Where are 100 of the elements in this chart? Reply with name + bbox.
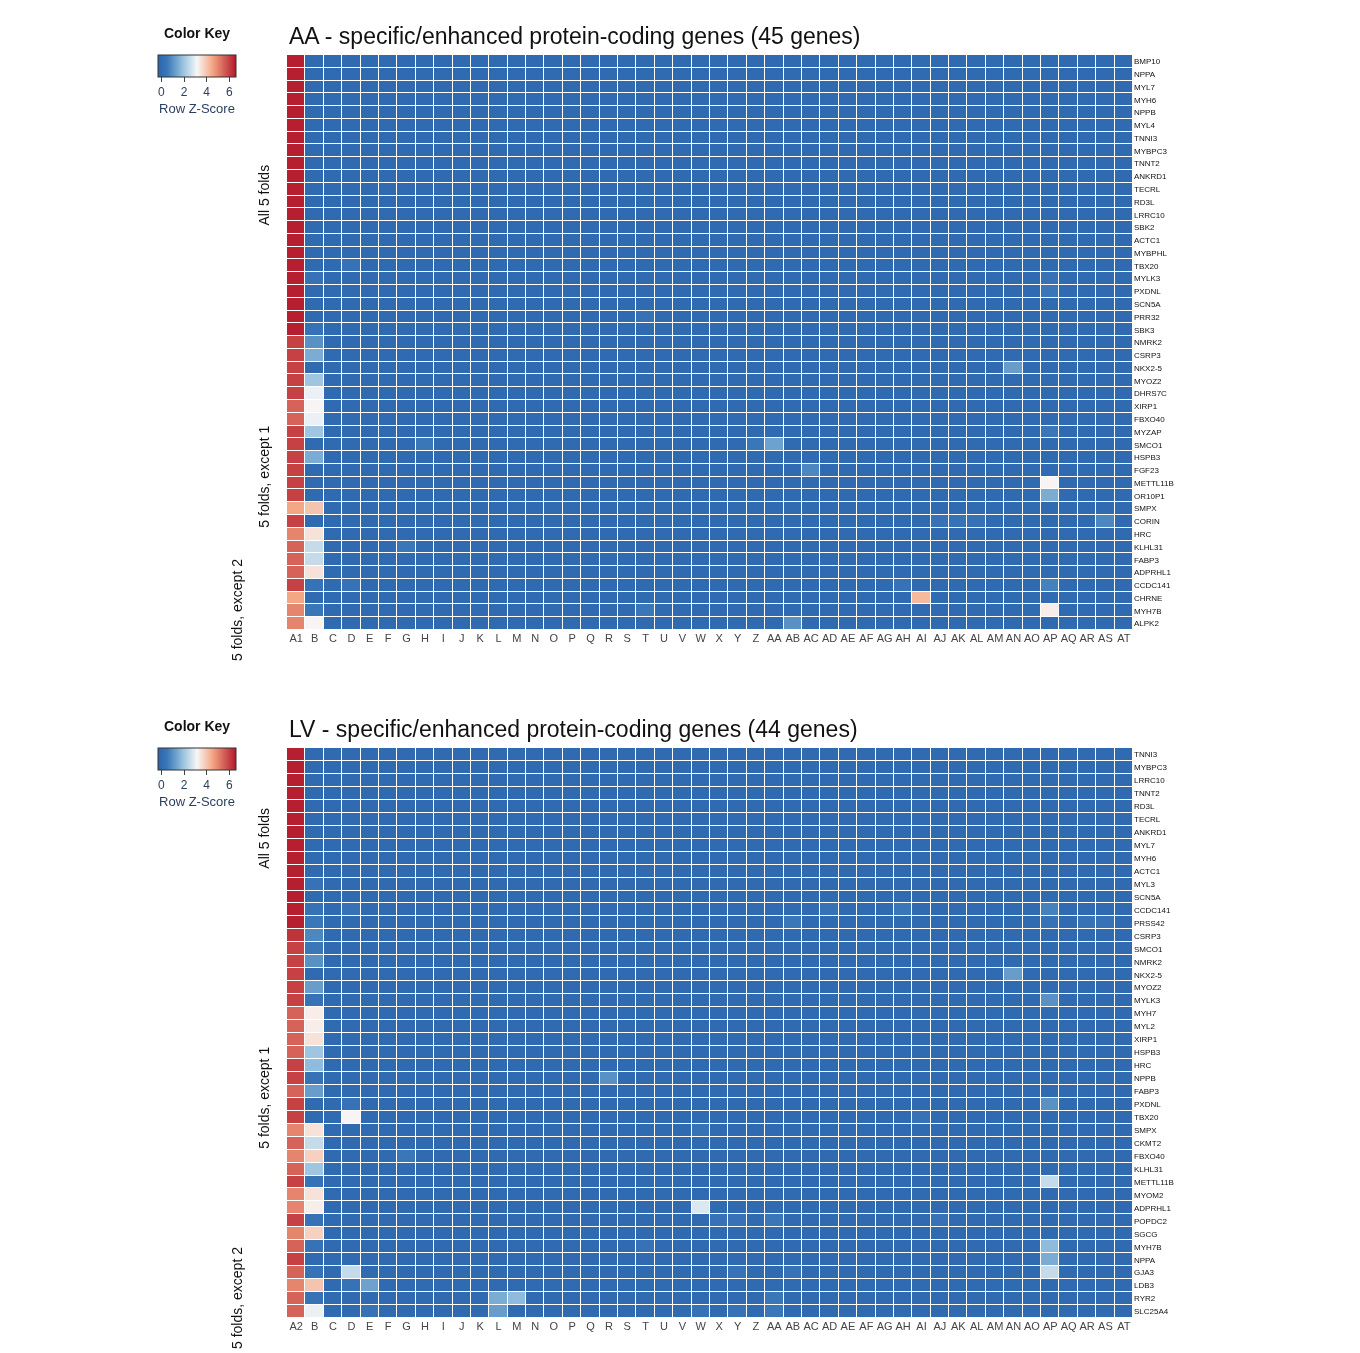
y-tick-label: ACTC1 [1134,866,1161,876]
y-tick-label: MYBPHL [1134,248,1168,258]
y-tick-label: MYZAP [1134,427,1162,437]
x-tick-label: G [402,1320,411,1332]
x-tick-label: AT [1117,632,1131,644]
y-tick-label: NMRK2 [1134,338,1163,348]
y-tick-label: TNNI3 [1134,750,1158,760]
x-tick-label: J [458,1320,465,1332]
y-tick-label: SLC25A4 [1134,1307,1169,1317]
y-tick-label: SMPX [1134,504,1158,514]
x-tick-label: Q [586,632,596,644]
y-tick-label: HSPB3 [1134,1048,1161,1058]
x-tick-label: M [512,1320,522,1332]
y-tick-label: TECRL [1134,184,1161,194]
x-tick-label: X [715,632,724,644]
x-tick-label: C [329,1320,337,1332]
y-tick-label: KLHL31 [1134,542,1164,552]
y-tick-label: GJA3 [1134,1268,1155,1278]
y-tick-label: SBK3 [1134,325,1156,335]
color-bar-label: 0 [158,85,166,100]
y-tick-label: ACTC1 [1134,236,1161,246]
x-tick-label: N [531,1320,540,1332]
x-tick-label: AK [950,1320,967,1332]
x-tick-label: AQ [1060,1320,1078,1332]
x-tick-label: S [623,1320,631,1332]
y-tick-label: SCN5A [1134,299,1162,309]
x-tick-label: AS [1098,1320,1113,1332]
x-tick-label: O [549,1320,559,1332]
y-tick-label: PRSS42 [1134,918,1166,928]
x-tick-label: AL [969,632,984,644]
y-tick-label: ALPK2 [1134,619,1160,629]
y-tick-label: ADPRHL1 [1134,568,1172,578]
y-tick-label: TNNT2 [1134,789,1161,799]
y-tick-label: MYBPC3 [1134,146,1168,156]
y-tick-label: MYOZ2 [1134,983,1163,993]
x-tick-label: AP [1042,1320,1058,1332]
x-tick-label: AE [840,632,856,644]
x-tick-label: S [623,632,631,644]
text: 5 folds, except 1 [256,425,273,528]
x-tick-label: R [604,1320,613,1332]
x-tick-label: AB [785,632,801,644]
x-tick-label: B [310,1320,319,1332]
y-tick-label: MYBPC3 [1134,763,1168,773]
x-tick-label: AK [950,632,967,644]
x-tick-label: R [604,632,613,644]
y-tick-label: MYH6 [1134,853,1157,863]
x-tick-label: K [476,632,485,644]
x-tick-label: I [441,1320,445,1332]
color-bar-label: 2 [180,778,188,793]
x-tick-label: K [476,1320,485,1332]
y-tick-label: CSRP3 [1134,351,1162,361]
y-tick-label: MYL7 [1134,82,1156,92]
y-tick-label: PRR32 [1134,312,1161,322]
text: All 5 folds [256,807,273,869]
x-tick-label: AN [1005,1320,1022,1332]
color-bar-label: 4 [203,778,211,793]
x-tick-label: AF [859,1320,874,1332]
x-tick-label: T [642,1320,650,1332]
x-tick-label: W [695,632,707,644]
y-tick-label: MYH6 [1134,95,1157,105]
x-tick-label: AM [986,1320,1004,1332]
y-tick-label: TBX20 [1134,261,1160,271]
x-tick-label: P [568,1320,576,1332]
x-tick-label: O [549,632,559,644]
y-tick-label: SMPX [1134,1125,1158,1135]
y-tick-label: NKX2-5 [1134,970,1163,980]
x-tick-label: J [458,632,465,644]
y-tick-label: MYL4 [1134,121,1156,131]
x-tick-label: E [366,632,374,644]
x-tick-label: AD [821,1320,838,1332]
y-tick-label: HRC [1134,1061,1152,1071]
color-bar-label: 4 [203,85,211,100]
x-tick-label: H [420,632,429,644]
x-tick-label: AA [767,632,783,644]
y-tick-label: PXDNL [1134,287,1162,297]
y-tick-label: TBX20 [1134,1113,1160,1122]
y-tick-label: FBXO40 [1134,414,1166,424]
x-tick-label: AQ [1060,632,1078,644]
x-tick-label: T [642,632,650,644]
x-tick-label: AI [916,632,927,644]
x-tick-label: V [678,632,687,644]
y-tick-label: TNNI3 [1134,133,1158,143]
y-tick-label: NPPB [1134,1074,1156,1084]
text: 5 folds, except 2 [229,558,245,661]
x-tick-label: L [495,1320,502,1332]
chart-title: LV - specific/enhanced protein-coding genes (44 genes) [289,716,858,742]
y-tick-label: XIRP1 [1134,1035,1158,1045]
x-tick-label: D [347,632,356,644]
x-tick-label: P [568,632,576,644]
x-tick-label: Y [733,632,742,644]
x-tick-label: E [366,1320,374,1332]
y-tick-label: NPPB [1134,108,1156,118]
y-tick-label: METTL11B [1134,1177,1174,1187]
x-tick-label: AA [767,1320,783,1332]
x-tick-label: N [531,632,540,644]
x-tick-label: AN [1005,632,1022,644]
color-bar-label: 0 [158,778,166,793]
y-tick-label: RD3L [1134,197,1155,207]
x-tick-label: AJ [933,1320,947,1332]
y-tick-label: ANKRD1 [1134,172,1167,182]
